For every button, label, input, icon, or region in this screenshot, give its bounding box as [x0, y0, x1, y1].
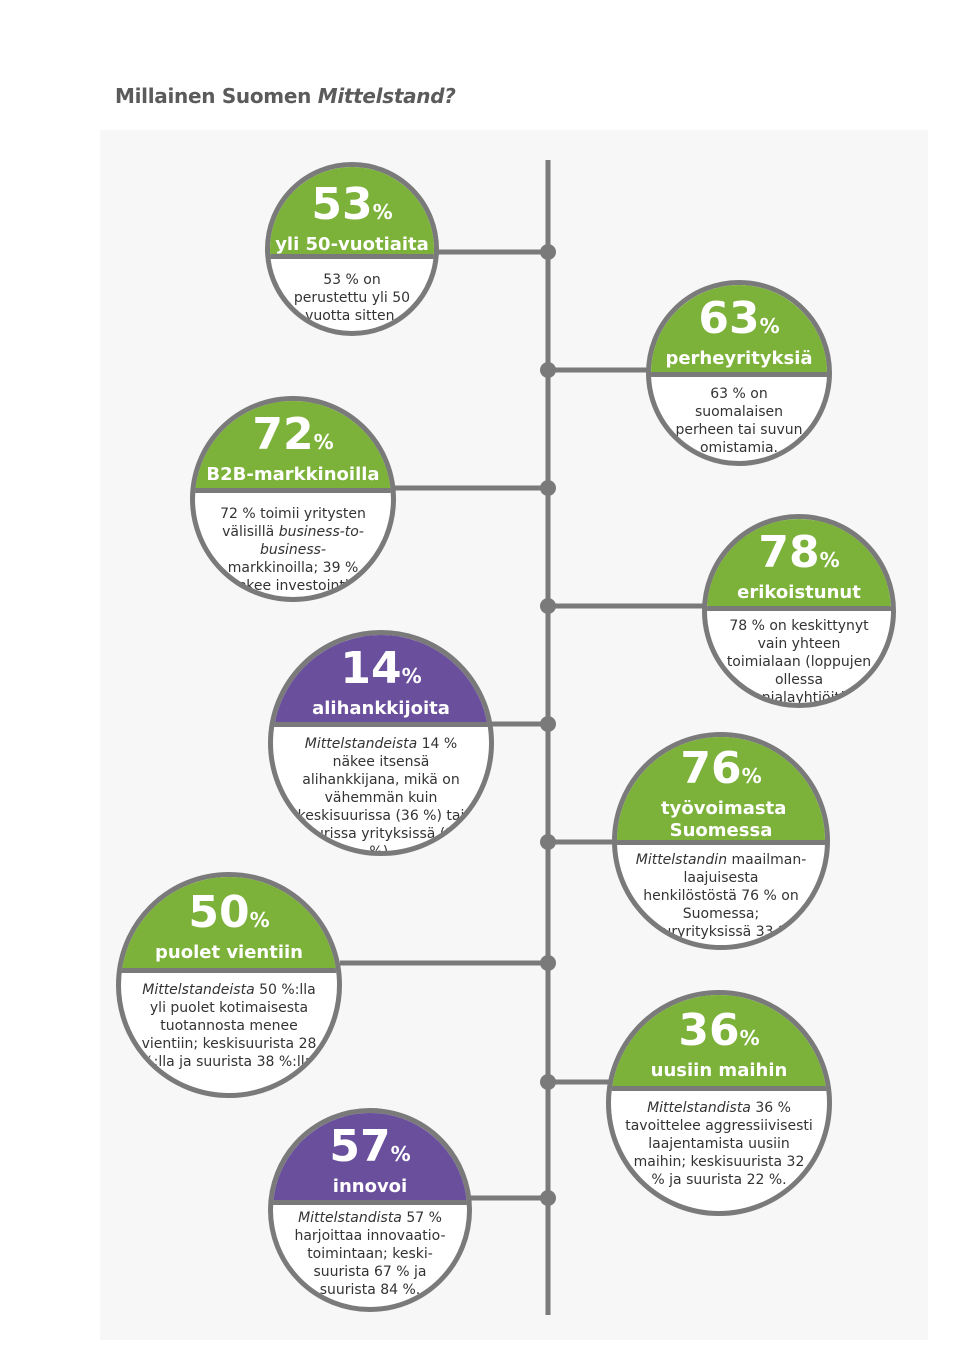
stat-text-57: Mittelstandista 57 % harjoittaa innovaat… — [294, 1210, 446, 1298]
stat-label-36: uusiin maihin — [650, 1060, 788, 1081]
title-emphasis: Mittelstand? — [317, 84, 456, 108]
stat-value-72: 72% — [252, 409, 334, 460]
stat-label-72: B2B-markkinoilla — [206, 464, 380, 485]
stat-label-76: työvoimasta Suomessa — [661, 798, 787, 841]
stat-value-76: 76% — [680, 743, 762, 794]
stat-text-36: Mittelstandista 36 % tavoittelee aggress… — [625, 1100, 813, 1188]
stat-header-14: 14% alihankkijoita — [273, 635, 489, 727]
stat-text-50: Mittelstandeista 50 %:lla yli puolet kot… — [140, 982, 318, 1070]
stat-circle-57: 57% innovoi Mittelstandista 57 % harjoit… — [268, 1108, 472, 1312]
stat-header-57: 57% innovoi — [273, 1113, 467, 1205]
title-main: Millainen Suomen — [115, 84, 318, 108]
stat-text-53: 53 % on perustettu yli 50 vuotta sitten. — [293, 272, 411, 324]
stat-circle-53: 53% yli 50-vuotiaita 53 % on perustettu … — [265, 162, 439, 336]
stat-header-50: 50% puolet vientiin — [121, 877, 337, 973]
stat-header-76: 76% työvoimasta Suomessa — [617, 737, 825, 845]
stat-circle-50: 50% puolet vientiin Mittelstandeista 50 … — [116, 872, 342, 1098]
stat-value-36: 36% — [678, 1005, 760, 1056]
stat-value-78: 78% — [758, 527, 840, 578]
stat-circle-78: 78% erikoistunut 78 % on keskittynyt vai… — [702, 514, 896, 708]
stat-text-76: Mittelstandin maailman-laajuisesta henki… — [635, 852, 807, 940]
stat-text-72: 72 % toimii yritysten välisillä business… — [220, 506, 366, 597]
stat-label-14: alihankkijoita — [312, 698, 450, 719]
stat-circle-14: 14% alihankkijoita Mittelstandeista 14 %… — [268, 630, 494, 856]
stat-header-36: 36% uusiin maihin — [611, 995, 827, 1091]
stat-circle-63: 63% perheyrityksiä 63 % on suomalaisen p… — [646, 280, 832, 466]
stat-text-14: Mittelstandeista 14 % näkee itsensä alih… — [297, 736, 465, 856]
stat-value-50: 50% — [188, 887, 270, 938]
stat-label-78: erikoistunut — [737, 582, 861, 603]
stat-circle-76: 76% työvoimasta Suomessa Mittelstandin m… — [612, 732, 830, 950]
stat-header-72: 72% B2B-markkinoilla — [195, 401, 391, 493]
page-title: Millainen Suomen Mittelstand? — [115, 84, 456, 108]
stat-value-57: 57% — [329, 1121, 411, 1172]
stat-text-78: 78 % on keskittynyt vain yhteen toimiala… — [726, 618, 872, 706]
stat-text-63: 63 % on suomalaisen perheen tai suvun om… — [675, 386, 803, 456]
stat-header-53: 53% yli 50-vuotiaita — [270, 167, 434, 259]
stat-value-14: 14% — [340, 643, 422, 694]
stat-header-78: 78% erikoistunut — [707, 519, 891, 611]
stat-header-63: 63% perheyrityksiä — [651, 285, 827, 377]
stat-label-53: yli 50-vuotiaita — [275, 234, 429, 255]
stat-circle-36: 36% uusiin maihin Mittelstandista 36 % t… — [606, 990, 832, 1216]
stat-circle-72: 72% B2B-markkinoilla 72 % toimii yrityst… — [190, 396, 396, 602]
stat-label-57: innovoi — [332, 1176, 408, 1197]
stat-value-53: 53% — [311, 179, 393, 230]
stat-value-63: 63% — [698, 293, 780, 344]
stat-label-63: perheyrityksiä — [665, 348, 813, 369]
stat-label-50: puolet vientiin — [155, 942, 303, 963]
